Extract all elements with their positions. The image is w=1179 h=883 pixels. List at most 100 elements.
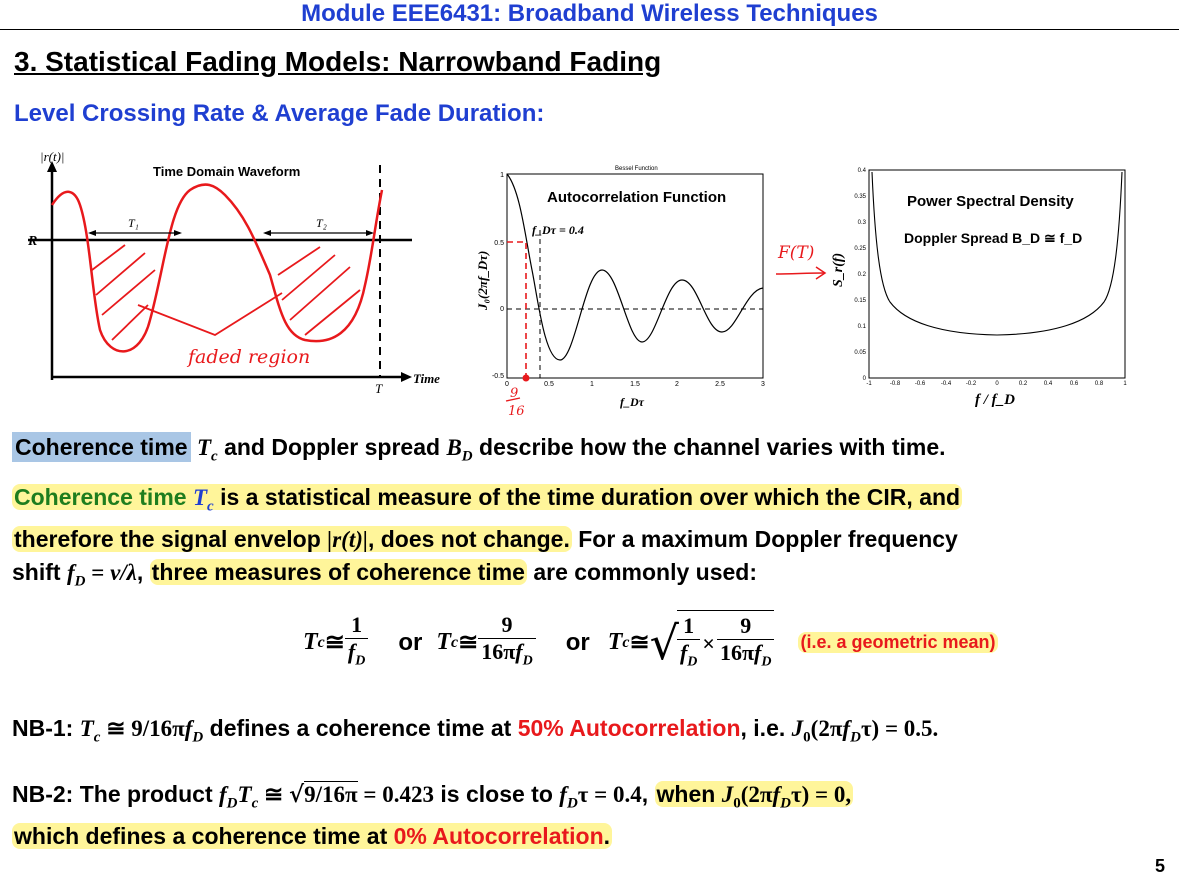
para2-tc-sub: c — [207, 498, 214, 515]
eq1-fraction: 1 fD — [344, 612, 369, 674]
fig1-x-label: Time — [413, 371, 440, 386]
page-number: 5 — [1154, 856, 1165, 876]
fig3-ytick-6: 0.15 — [854, 298, 866, 304]
fig3-ytick-2: 0.35 — [854, 194, 866, 200]
nb2-f3: f — [772, 782, 781, 807]
nb2-c: c — [251, 795, 259, 812]
nb1-expr4: (2π — [810, 716, 843, 741]
fig3-xtick-10: 0.8 — [1095, 381, 1104, 387]
eq3-den-2: 16πfD — [717, 640, 775, 675]
eq3-tc: T — [607, 629, 623, 656]
nb2-d3: D — [780, 795, 791, 812]
eq3-16pi: 16π — [719, 640, 755, 665]
para2-highlight-1: Coherence time Tc is a statistical measu… — [12, 484, 963, 515]
fig3-xtick-1: -1 — [866, 381, 872, 387]
fig2-small-title: Bessel Function — [615, 166, 658, 172]
fig3-xtick-2: -0.8 — [890, 381, 901, 387]
fig1-time-mark: T — [375, 381, 383, 396]
fig3-xtick-7: 0.2 — [1019, 381, 1028, 387]
fig3-xtick-5: -0.2 — [966, 381, 977, 387]
fig2-ytick-2: 0.5 — [494, 240, 504, 247]
slide-subtitle: Level Crossing Rate & Average Fade Durat… — [14, 100, 545, 127]
fd-symbol: f — [66, 559, 75, 585]
eq1-tc-sub: c — [317, 633, 325, 651]
eq3-num-2: 9 — [716, 613, 775, 640]
fig2-y-label: J₀(2πf_Dτ) — [475, 251, 490, 311]
para1-text-2: describe how the channel varies with tim… — [472, 434, 946, 460]
para2-highlight-2: therefore the signal envelop |r(t)|, doe… — [12, 525, 572, 552]
nb2-sqrt-sign: √ — [289, 781, 305, 808]
eq2-d: D — [522, 652, 533, 668]
nb2-jend: τ) = 0, — [791, 782, 852, 807]
eq2-den: 16πfD — [478, 639, 536, 674]
nb1-red: 50% Autocorrelation — [517, 715, 741, 741]
para2-line-2: therefore the signal envelop |r(t)|, doe… — [12, 523, 1172, 556]
nb1-text1: defines a coherence time at — [203, 715, 518, 741]
fig3-ytick-9: 0 — [863, 376, 867, 382]
fig1-y-label: |r(t)| — [40, 149, 64, 164]
nb1-f: f — [184, 716, 193, 741]
eq1-den: fD — [345, 639, 368, 674]
nb2-comma: , — [641, 781, 655, 807]
eq1-d: D — [355, 652, 366, 668]
fig3-ytick-8: 0.05 — [854, 350, 866, 356]
coherence-definition: Coherence time Tc is a statistical measu… — [12, 481, 1172, 597]
nb1-label: NB-1: — [12, 715, 80, 741]
nb2-jexpr: (2π — [740, 782, 773, 807]
psd-arrow: F(T) — [775, 243, 827, 280]
fig2-x-label: f_Dτ — [620, 395, 645, 409]
eq3-den-1: fD — [677, 640, 700, 675]
para2-line2-d: For a maximum Doppler frequency — [571, 525, 958, 552]
fig3-x-label: f / f_D — [975, 392, 1015, 408]
nb2-when: when — [656, 781, 722, 807]
para2-line3-a: shift — [12, 558, 67, 585]
fig1-interval-1: T₁ — [128, 216, 139, 230]
time-domain-figure: |r(t)| Time Time Domain Waveform R T T₁ … — [27, 149, 440, 396]
eq2-approx: ≅ — [458, 630, 479, 657]
para2-line-3: shift fD = v/λ, three measures of cohere… — [12, 556, 1172, 598]
eq1-tc: T — [303, 629, 318, 656]
fig1-level-label: R — [27, 234, 37, 249]
fig3-ytick-7: 0.1 — [858, 324, 867, 330]
nb2-f: f — [219, 782, 227, 807]
bd-symbol: B — [446, 435, 462, 460]
eq2-f: f — [515, 638, 523, 664]
tc-sub: c — [211, 448, 218, 465]
eq2-tc: T — [436, 629, 452, 656]
geometric-mean-note: (i.e. a geometric mean) — [798, 632, 998, 654]
nb2-text1: is close to — [434, 781, 560, 807]
fig2-xtick-7: 3 — [761, 381, 765, 388]
fig2-hw-num: 9 — [510, 386, 518, 401]
autocorrelation-figure: Bessel Function 1 0.5 0 -0.5 0 0.5 1 1.5… — [475, 166, 765, 419]
nb2-line2b: . — [603, 822, 611, 849]
eq2-16pi: 16π — [481, 638, 516, 664]
fig3-ytick-3: 0.3 — [858, 220, 867, 226]
eq1-f: f — [347, 638, 356, 664]
fig2-title: Autocorrelation Function — [547, 189, 726, 206]
sqrt-sign: √ — [649, 615, 679, 670]
para2-line3-f: , — [136, 558, 150, 585]
fig3-xtick-6: 0 — [995, 381, 999, 387]
eq3-f2: f — [754, 640, 762, 665]
eq3-frac-1: 1 fD — [676, 613, 701, 675]
nb2-tau: τ = 0.4 — [577, 782, 642, 807]
nb2-line2-red: 0% Autocorrelation — [393, 822, 604, 849]
fig3-y-label: S_r(f) — [831, 253, 846, 287]
fig2-ytick-1: 1 — [500, 172, 504, 179]
nb1-tc-sub: c — [93, 729, 101, 746]
fig3-xtick-3: -0.6 — [915, 381, 926, 387]
para2-line3-h: are commonly used: — [526, 558, 758, 585]
nb2-d2: D — [566, 795, 578, 812]
para2-green-text: Coherence time — [14, 484, 193, 510]
para2-line2-c: , does not change. — [367, 525, 570, 552]
para2-line-1: Coherence time Tc is a statistical measu… — [12, 481, 1172, 523]
slide-title: 3. Statistical Fading Models: Narrowband… — [14, 46, 662, 77]
eq2-num: 9 — [478, 612, 536, 639]
fig2-xtick-4: 1.5 — [630, 381, 640, 388]
bd-sub: D — [461, 448, 473, 465]
fig2-xtick-1: 0 — [505, 381, 509, 388]
fig1-interval-2: T₂ — [316, 216, 327, 230]
nb2-eq1: = 0.423 — [357, 782, 435, 807]
eq1-num: 1 — [344, 612, 369, 639]
